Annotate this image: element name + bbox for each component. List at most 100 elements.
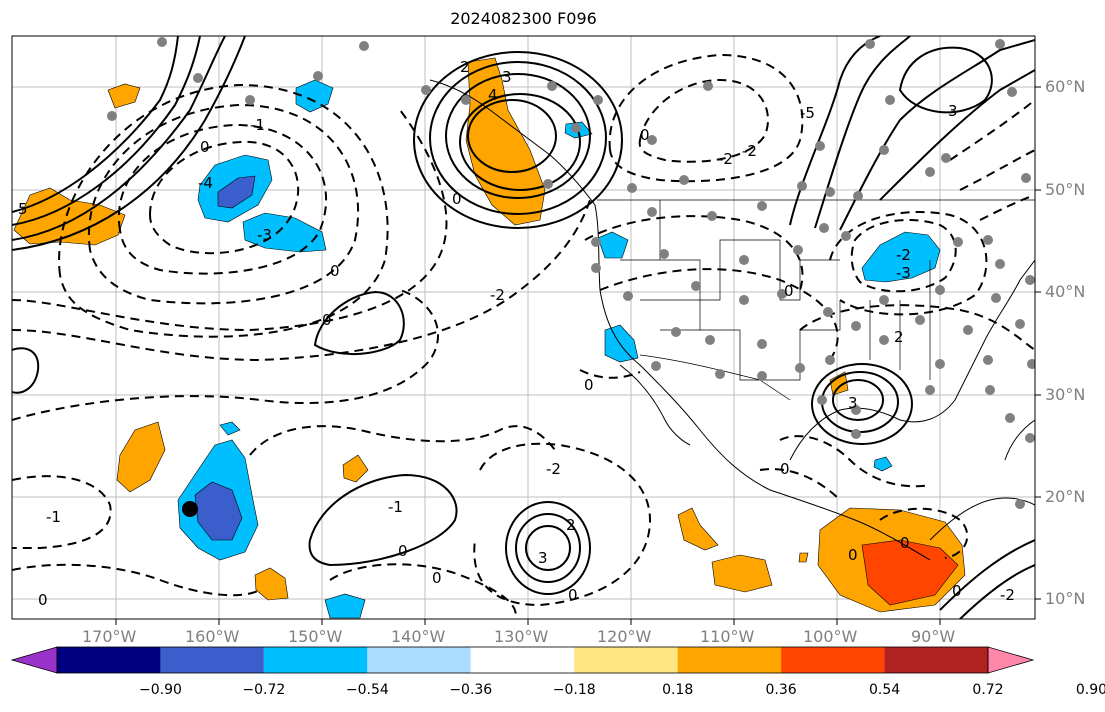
- colorbar-cell: [677, 647, 782, 673]
- colorbar-cell: [574, 647, 678, 673]
- contour-label: -2: [896, 246, 911, 264]
- contour-label: 0: [398, 542, 408, 560]
- contour-label: -4: [198, 174, 213, 192]
- colorbar-cell: [160, 647, 264, 673]
- colorbar-cell: [470, 647, 575, 673]
- colorbar-cell: [781, 647, 885, 673]
- contour-label: 0: [952, 582, 962, 600]
- contour-label: -2: [718, 150, 733, 168]
- lat-label-50n: 50°N: [1045, 180, 1086, 199]
- anomaly-negative-6: [604, 324, 639, 363]
- contour-label: -2: [546, 460, 561, 478]
- anomaly-gulf-positive: [829, 371, 849, 396]
- contour-label: 0: [452, 190, 462, 208]
- colorbar: [10, 646, 1035, 674]
- lat-label-30n: 30°N: [1045, 385, 1086, 404]
- lon-label-120w: 120°W: [597, 627, 652, 646]
- lat-label-40n: 40°N: [1045, 282, 1086, 301]
- contour-label: -1: [46, 508, 61, 526]
- colorbar-cell: [263, 647, 368, 673]
- shaded-anomalies: [13, 57, 966, 619]
- anomaly-hawaii-strong-negative: [194, 481, 243, 541]
- storm-marker: [182, 501, 198, 517]
- anomaly-gulf-small: [798, 552, 809, 563]
- colorbar-cell: [367, 647, 471, 673]
- contour-label: 0: [900, 534, 910, 552]
- map-title: 2024082300 F096: [450, 9, 597, 28]
- anomaly-negative-5: [597, 231, 629, 259]
- lon-label-110w: 110°W: [700, 627, 755, 646]
- contour-label: -1: [250, 116, 265, 134]
- anomaly-negative-9: [873, 456, 893, 472]
- contour-label: 5: [18, 200, 28, 218]
- colorbar-tick-label: −0.72: [242, 682, 286, 698]
- contour-label: -3: [896, 264, 911, 282]
- colorbar-tick-label: −0.36: [449, 682, 493, 698]
- contour-labels: 2 3 4 5 0 -1 -4 -3 0 0 0 -2 0 -2 -2 -5 3…: [18, 58, 1015, 609]
- anomaly-central-pacific-positive: [116, 421, 166, 493]
- coastlines: [429, 79, 1035, 561]
- contour-label: -3: [257, 226, 272, 244]
- contour-label: 0: [322, 311, 332, 329]
- colorbar-tick-label: 0.18: [662, 682, 694, 698]
- lon-label-90w: 90°W: [911, 627, 956, 646]
- colorbar-tick-label: 0.54: [868, 682, 901, 698]
- contour-label: 0: [38, 591, 48, 609]
- contour-label: 3: [948, 102, 958, 120]
- contour-label: 0: [584, 376, 594, 394]
- anomaly-negative-8: [324, 593, 366, 619]
- contour-label: -5: [800, 104, 815, 122]
- colorbar-extend-high: [987, 646, 1035, 674]
- lat-label-10n: 10°N: [1045, 589, 1086, 608]
- anomaly-positive-3: [342, 454, 369, 483]
- contour-label: 0: [780, 460, 790, 478]
- contour-label: 0: [640, 126, 650, 144]
- contour-label: 3: [502, 68, 512, 86]
- contour-label: 0: [848, 546, 858, 564]
- contour-label: -2: [490, 286, 505, 304]
- tick-marks: [115, 86, 1041, 625]
- anomaly-great-lakes-negative: [861, 231, 941, 283]
- anomaly-small-positive: [107, 83, 141, 109]
- colorbar-tick-label: −0.54: [345, 682, 389, 698]
- colorbar-extend-low: [10, 646, 58, 674]
- lon-label-160w: 160°W: [185, 627, 240, 646]
- colorbar-tick-label: 0.90: [1075, 682, 1105, 698]
- lon-label-150w: 150°W: [288, 627, 343, 646]
- lat-label-20n: 20°N: [1045, 487, 1086, 506]
- contour-label: -1: [388, 498, 403, 516]
- contour-label: 3: [848, 394, 858, 412]
- contour-label: -2: [1000, 586, 1015, 604]
- contour-label: 0: [200, 138, 210, 156]
- contour-label: 0: [330, 262, 340, 280]
- anomaly-negative-7: [219, 421, 241, 436]
- colorbar-tick-label: −0.90: [138, 682, 182, 698]
- lat-label-60n: 60°N: [1045, 77, 1086, 96]
- anomaly-alaska-positive: [465, 57, 546, 226]
- contour-label: 2: [894, 328, 904, 346]
- anomaly-central-america-strong: [861, 539, 959, 606]
- colorbar-frame: [56, 646, 989, 674]
- station-dots: [107, 37, 1035, 509]
- colorbar-tick-label: −0.18: [552, 682, 596, 698]
- contour-label: 2: [460, 58, 470, 76]
- contour-label: 2: [566, 516, 576, 534]
- anomaly-positive-4: [677, 507, 719, 551]
- anomaly-positive-5: [711, 554, 773, 593]
- lon-label-140w: 140°W: [391, 627, 446, 646]
- anomaly-nw-pacific-strong-negative: [217, 175, 256, 209]
- colorbar-tick-label: 0.72: [972, 682, 1004, 698]
- contour-label: 0: [568, 586, 578, 604]
- contour-label: 3: [538, 549, 548, 567]
- lon-label-170w: 170°W: [82, 627, 137, 646]
- anomaly-positive-2: [254, 567, 289, 601]
- contour-label: 0: [784, 282, 794, 300]
- lon-label-130w: 130°W: [494, 627, 549, 646]
- lon-label-100w: 100°W: [803, 627, 858, 646]
- map-frame: [11, 35, 1036, 620]
- contour-label: -2: [742, 142, 757, 160]
- colorbar-tick-label: 0.36: [765, 682, 797, 698]
- contour-label: 4: [488, 86, 498, 104]
- colorbar-cell: [884, 647, 988, 673]
